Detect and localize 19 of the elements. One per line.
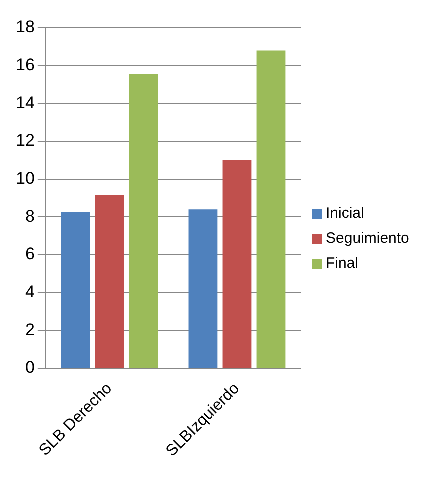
y-tick-label: 14 xyxy=(16,93,35,112)
y-tick-label: 6 xyxy=(25,244,35,264)
y-tick-label: 4 xyxy=(25,282,35,302)
legend-label: Seguimiento xyxy=(326,230,410,247)
y-tick-label: 12 xyxy=(16,131,35,150)
legend-label: Final xyxy=(326,255,359,272)
y-tick-label: 10 xyxy=(16,169,35,188)
bar xyxy=(129,74,158,368)
y-tick-label: 0 xyxy=(25,358,35,378)
bar xyxy=(256,50,286,368)
bar xyxy=(222,160,252,368)
bar xyxy=(61,212,90,368)
y-tick-label: 16 xyxy=(16,56,35,75)
y-tick-label: 2 xyxy=(25,320,35,340)
bar xyxy=(188,210,218,368)
y-tick-label: 8 xyxy=(25,206,35,226)
y-tick-label: 18 xyxy=(16,18,35,37)
bar xyxy=(95,195,124,368)
legend-label: Inicial xyxy=(326,205,364,222)
